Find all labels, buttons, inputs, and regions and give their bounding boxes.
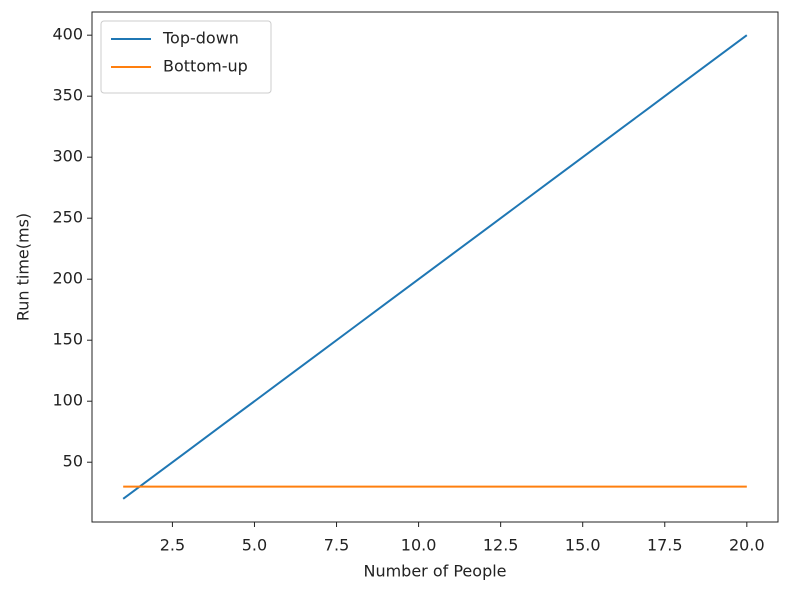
x-tick-label: 5.0 [242,536,267,555]
y-tick-label: 200 [52,269,83,288]
y-tick-label: 50 [63,452,83,471]
x-tick-label: 7.5 [324,536,349,555]
x-tick-label: 12.5 [483,536,519,555]
legend-label: Top-down [162,29,239,48]
y-axis-label: Run time(ms) [14,213,33,321]
x-tick-label: 2.5 [160,536,185,555]
x-tick-label: 20.0 [729,536,765,555]
x-tick-label: 17.5 [647,536,683,555]
line-series [122,34,748,500]
y-tick-label: 100 [52,391,83,410]
x-axis-label: Number of People [363,562,506,581]
x-tick-label: 15.0 [565,536,601,555]
y-tick-label: 250 [52,208,83,227]
y-tick-label: 350 [52,86,83,105]
x-tick-label: 10.0 [401,536,437,555]
legend-label: Bottom-up [163,57,248,76]
y-tick-label: 150 [52,330,83,349]
y-tick-label: 300 [52,147,83,166]
y-tick-label: 400 [52,25,83,44]
plot-frame [91,11,779,523]
